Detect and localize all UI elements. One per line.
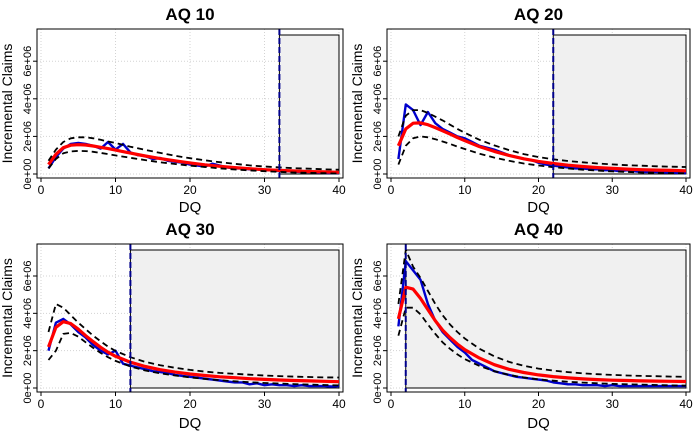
x-tick-label: 0	[388, 183, 395, 197]
y-tick-label: 2e+06	[372, 121, 384, 152]
y-tick-label: 0e+00	[22, 159, 34, 190]
y-tick-label: 2e+06	[22, 121, 34, 152]
x-tick-label: 40	[679, 397, 693, 411]
y-axis-label: Incremental Claims	[0, 44, 15, 164]
panel-title: AQ 10	[165, 5, 214, 24]
series-fitted	[396, 285, 687, 384]
x-tick-label: 20	[183, 183, 197, 197]
series-fitted	[47, 143, 340, 174]
x-tick-label: 10	[458, 397, 472, 411]
series-upper	[397, 109, 687, 168]
x-tick-label: 10	[109, 397, 123, 411]
x-axis-label: DQ	[179, 199, 202, 216]
y-tick-label: 0e+00	[22, 373, 34, 404]
panel-3: 0 10 20 30 40 0e+00 2e+06 4e+06 6e+06 AQ 30 DQ Incr…	[0, 220, 346, 432]
x-tick-label: 0	[38, 183, 45, 197]
panel-1: 0 10 20 30 40 0e+00 2e+06 4e+06 6e+06 AQ 10 DQ Incr…	[0, 5, 346, 216]
x-tick-label: 20	[532, 183, 546, 197]
x-axis-label: DQ	[527, 199, 550, 216]
x-tick-label: 40	[332, 397, 346, 411]
y-axis-label: Incremental Claims	[0, 258, 15, 378]
panel-4: 0 10 20 30 40 0e+00 2e+06 4e+06 6e+06 AQ 40 DQ Incr…	[349, 220, 693, 432]
y-tick-label: 4e+06	[372, 83, 384, 114]
y-tick-label: 6e+06	[22, 261, 34, 292]
y-tick-label: 2e+06	[372, 335, 384, 366]
shaded-region	[278, 34, 340, 175]
panel-title: AQ 30	[165, 220, 214, 239]
x-tick-label: 30	[606, 183, 620, 197]
series-fitted	[47, 320, 340, 384]
y-tick-label: 0e+00	[372, 373, 384, 404]
x-axis-label: DQ	[179, 415, 202, 432]
y-tick-label: 0e+00	[372, 159, 384, 190]
x-tick-label: 30	[606, 397, 620, 411]
panel-title: AQ 40	[514, 220, 563, 239]
y-tick-label: 4e+06	[372, 298, 384, 329]
y-tick-label: 6e+06	[22, 46, 34, 77]
x-tick-label: 10	[458, 183, 472, 197]
x-axis-label: DQ	[527, 415, 550, 432]
y-axis-label: Incremental Claims	[349, 44, 365, 164]
shaded-region	[552, 34, 687, 175]
y-axis-label: Incremental Claims	[349, 258, 365, 378]
shaded-region	[405, 249, 687, 389]
x-tick-label: 20	[183, 397, 197, 411]
x-tick-label: 30	[258, 183, 272, 197]
series-upper	[397, 249, 687, 378]
series-lower	[397, 135, 687, 175]
series-fitted	[396, 121, 687, 173]
y-tick-label: 6e+06	[372, 46, 384, 77]
y-tick-label: 4e+06	[22, 83, 34, 114]
panel-title: AQ 20	[514, 5, 563, 24]
x-tick-label: 40	[679, 183, 693, 197]
x-tick-label: 40	[332, 183, 346, 197]
x-tick-label: 20	[532, 397, 546, 411]
x-tick-label: 0	[388, 397, 395, 411]
y-tick-label: 4e+06	[22, 298, 34, 329]
panel-2: 0 10 20 30 40 0e+00 2e+06 4e+06 6e+06 AQ 20 DQ Incr…	[349, 5, 693, 216]
y-tick-label: 2e+06	[22, 335, 34, 366]
x-tick-label: 30	[258, 397, 272, 411]
x-tick-label: 10	[109, 183, 123, 197]
x-tick-label: 0	[38, 397, 45, 411]
y-tick-label: 6e+06	[372, 261, 384, 292]
series-upper	[47, 303, 340, 379]
series-lower	[397, 306, 687, 387]
shaded-region	[129, 249, 340, 389]
